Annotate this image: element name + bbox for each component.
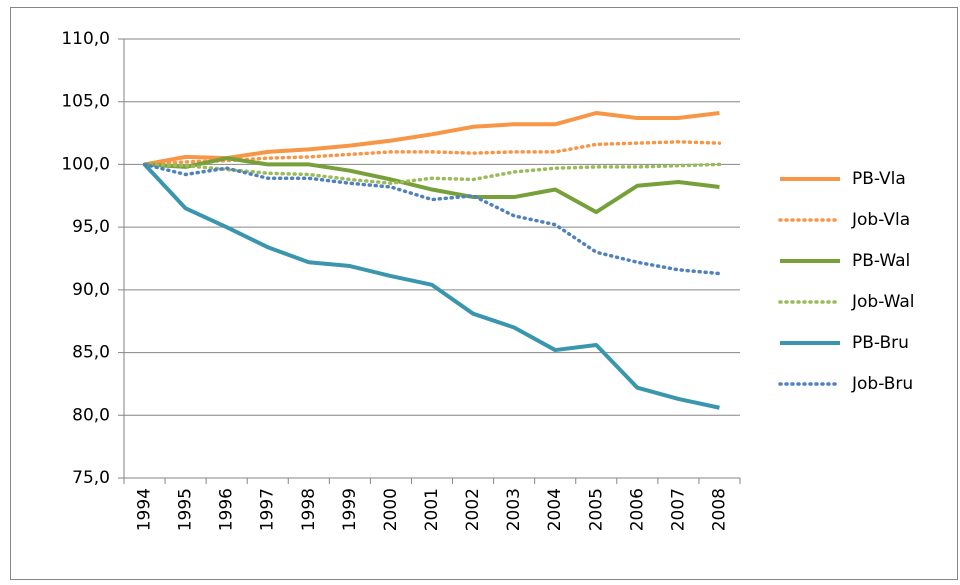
x-tick-label: 2002 xyxy=(463,488,483,531)
legend-label: PB-Vla xyxy=(852,169,906,189)
legend-label: Job-Wal xyxy=(851,292,915,312)
y-tick-label: 105,0 xyxy=(61,92,110,112)
x-tick-label: 2008 xyxy=(709,488,729,531)
y-tick-label: 85,0 xyxy=(72,343,110,363)
chart-border xyxy=(10,7,958,580)
x-tick-label: 1999 xyxy=(340,488,360,531)
x-tick-label: 1995 xyxy=(176,488,196,531)
x-tick-label: 2006 xyxy=(627,488,647,531)
legend-label: Job-Vla xyxy=(851,210,910,230)
legend-label: Job-Bru xyxy=(851,374,913,394)
y-tick-label: 110,0 xyxy=(61,29,110,49)
y-tick-label: 80,0 xyxy=(72,405,110,425)
x-tick-label: 2003 xyxy=(504,488,524,531)
y-tick-label: 75,0 xyxy=(72,468,110,488)
y-tick-label: 90,0 xyxy=(72,280,110,300)
x-tick-label: 2000 xyxy=(381,488,401,531)
series-line xyxy=(144,111,720,167)
x-tick-label: 2004 xyxy=(545,488,565,531)
y-tick-label: 95,0 xyxy=(72,217,110,237)
series-line xyxy=(144,156,720,215)
legend-label: PB-Wal xyxy=(852,251,910,271)
x-tick-label: 2007 xyxy=(668,488,688,531)
x-tick-label: 2005 xyxy=(586,488,606,531)
x-tick-label: 1994 xyxy=(135,488,155,531)
y-tick-label: 100,0 xyxy=(61,154,110,174)
x-tick-label: 1996 xyxy=(217,488,237,531)
series-line xyxy=(143,163,720,410)
legend-label: PB-Bru xyxy=(852,333,909,353)
x-tick-label: 1998 xyxy=(299,488,319,531)
x-tick-label: 2001 xyxy=(422,488,442,531)
series-line xyxy=(142,162,722,276)
x-tick-label: 1997 xyxy=(258,488,278,531)
